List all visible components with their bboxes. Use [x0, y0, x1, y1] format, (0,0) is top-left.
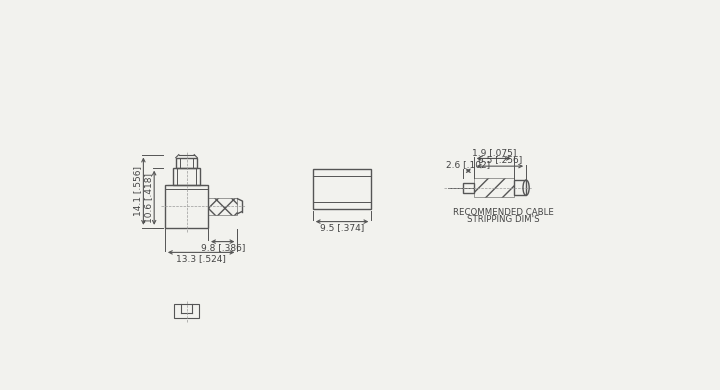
Text: 1.9 [.075]: 1.9 [.075]: [472, 148, 516, 157]
Bar: [474, 179, 514, 197]
Text: STRIPPING DIM'S: STRIPPING DIM'S: [467, 215, 539, 223]
Text: RECOMMENDED CABLE: RECOMMENDED CABLE: [453, 208, 554, 217]
Text: 13.3 [.524]: 13.3 [.524]: [176, 254, 226, 263]
Bar: [174, 304, 199, 318]
Text: 2.6 [.102]: 2.6 [.102]: [446, 160, 490, 169]
Text: 9.8 [.386]: 9.8 [.386]: [200, 243, 245, 252]
Bar: [173, 168, 200, 184]
Bar: [312, 169, 372, 209]
Bar: [176, 158, 197, 168]
Text: 14.1 [.556]: 14.1 [.556]: [133, 166, 142, 216]
Bar: [463, 183, 474, 193]
Bar: [208, 198, 238, 214]
Bar: [514, 180, 526, 195]
Text: 9.5 [.374]: 9.5 [.374]: [320, 223, 364, 232]
Text: 6.5 [.256]: 6.5 [.256]: [478, 156, 522, 165]
Bar: [165, 184, 208, 228]
Text: 10.6 [.418]: 10.6 [.418]: [143, 173, 153, 223]
